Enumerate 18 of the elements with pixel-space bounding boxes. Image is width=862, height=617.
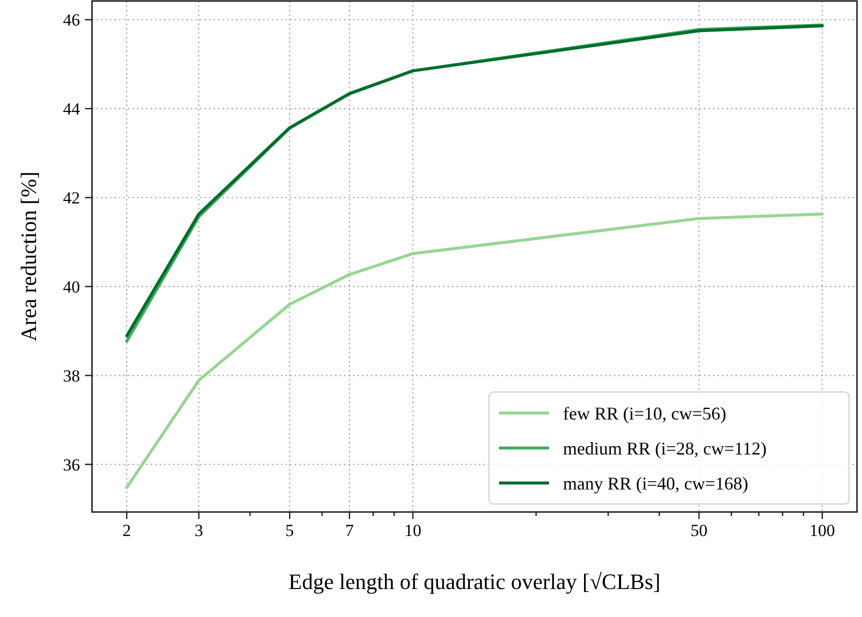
- x-tick-label: 3: [194, 521, 204, 540]
- x-tick-label: 100: [809, 521, 835, 540]
- x-tick-label: 10: [404, 521, 422, 540]
- y-tick-label: 46: [63, 10, 80, 30]
- y-axis-title: Area reduction [%]: [16, 172, 41, 342]
- legend-label: few RR (i=10, cw=56): [563, 403, 726, 424]
- legend-label: medium RR (i=28, cw=112): [563, 438, 767, 458]
- y-tick-label: 38: [63, 366, 80, 386]
- x-tick-label: 2: [122, 521, 131, 540]
- y-tick-label: 44: [63, 100, 80, 119]
- legend-label: many RR (i=40, cw=168): [563, 473, 748, 494]
- x-tick-label: 5: [285, 521, 294, 540]
- x-tick-label: 7: [345, 521, 354, 540]
- y-tick-label: 36: [63, 455, 80, 474]
- y-tick-label: 42: [63, 188, 80, 208]
- y-tick-label: 40: [63, 277, 80, 296]
- x-axis-title: Edge length of quadratic overlay [√CLBs]: [288, 569, 660, 594]
- x-tick-label: 50: [690, 521, 708, 540]
